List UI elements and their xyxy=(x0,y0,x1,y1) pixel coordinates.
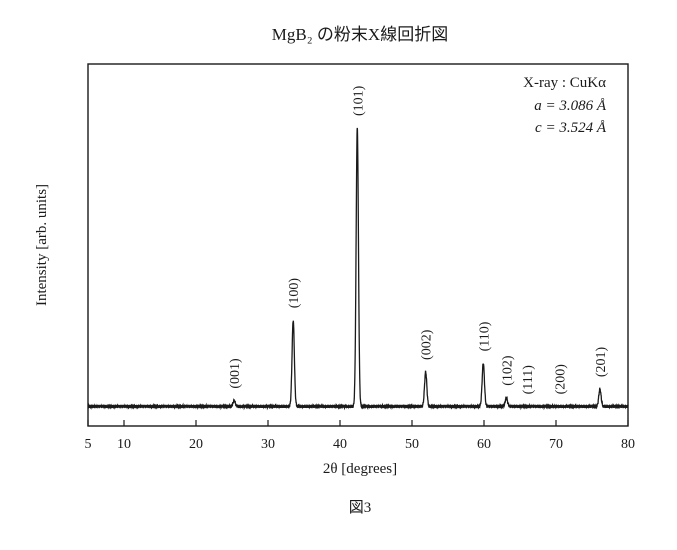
x-tick-label: 20 xyxy=(189,437,203,452)
lattice-c-label: c = 3.524 Å xyxy=(535,120,607,136)
peak-label: (111) xyxy=(521,365,536,395)
x-tick-label: 5 xyxy=(85,437,92,452)
x-tick-label: 10 xyxy=(117,437,131,452)
x-tick-label: 60 xyxy=(477,437,491,452)
x-tick-label: 70 xyxy=(549,437,563,452)
peak-label: (110) xyxy=(477,321,492,351)
x-tick-label: 80 xyxy=(621,437,635,452)
xray-source-label: X-ray : CuKα xyxy=(523,75,606,91)
x-tick-label: 30 xyxy=(261,437,275,452)
peak-label: (001) xyxy=(228,358,243,389)
peak-label: (102) xyxy=(500,355,515,386)
x-axis-tick-labels: 5 10 20 30 40 50 60 70 80 xyxy=(85,437,636,452)
x-tick-label: 50 xyxy=(405,437,419,452)
lattice-a-label: a = 3.086 Å xyxy=(534,98,607,114)
plot-frame xyxy=(87,63,629,427)
chart-title: MgB₂ の粉末X線回折図 xyxy=(272,25,448,44)
x-axis-ticks xyxy=(87,420,629,426)
x-tick-label: 40 xyxy=(333,437,347,452)
diffraction-pattern-line xyxy=(87,127,629,411)
peak-label: (002) xyxy=(420,329,435,360)
x-axis-label: 2θ [degrees] xyxy=(323,461,397,477)
peak-label: (101) xyxy=(351,85,366,116)
figure-caption: 図3 xyxy=(349,499,372,516)
peak-label: (200) xyxy=(554,364,569,395)
peak-label: (100) xyxy=(287,278,302,309)
peak-labels: (001) (100) (101) (002) (110) (102) (111) (200)… xyxy=(228,85,609,394)
peak-label: (201) xyxy=(594,347,609,378)
y-axis-label: Intensity [arb. units] xyxy=(34,184,50,306)
